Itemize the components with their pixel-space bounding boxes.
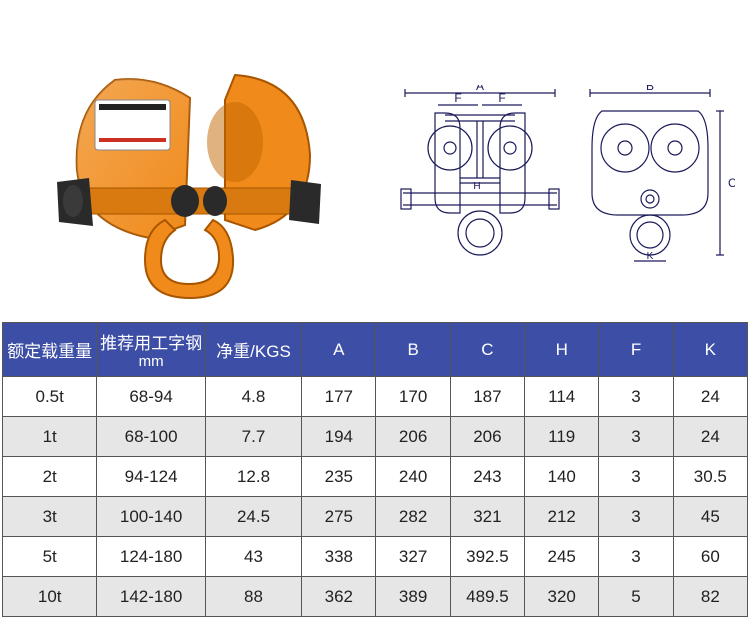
cell: 7.7: [205, 417, 301, 457]
cell: 3: [599, 377, 673, 417]
table-row: 1t 68-100 7.7 194 206 206 119 3 24: [3, 417, 748, 457]
table-row: 2t 94-124 12.8 235 240 243 140 3 30.5: [3, 457, 748, 497]
col-header-weight: 净重/KGS: [205, 323, 301, 377]
cell: 24: [673, 377, 747, 417]
cell: 321: [450, 497, 524, 537]
dim-label-a: A: [476, 85, 484, 93]
cell: 362: [302, 577, 376, 617]
col-header-ibeam: 推荐用工字钢mm: [97, 323, 205, 377]
col-header-h: H: [525, 323, 599, 377]
dim-label-k: K: [647, 251, 654, 262]
dim-label-f2: F: [498, 91, 505, 105]
cell: 88: [205, 577, 301, 617]
cell: 0.5t: [3, 377, 97, 417]
cell: 124-180: [97, 537, 205, 577]
dim-label-h: H: [473, 181, 480, 192]
cell: 3: [599, 457, 673, 497]
cell: 212: [525, 497, 599, 537]
table-row: 0.5t 68-94 4.8 177 170 187 114 3 24: [3, 377, 748, 417]
dim-label-c: C: [728, 176, 735, 190]
table-row: 10t 142-180 88 362 389 489.5 320 5 82: [3, 577, 748, 617]
cell: 43: [205, 537, 301, 577]
col-header-a: A: [302, 323, 376, 377]
col-header-capacity: 额定载重量: [3, 323, 97, 377]
cell: 327: [376, 537, 450, 577]
table-body: 0.5t 68-94 4.8 177 170 187 114 3 24 1t 6…: [3, 377, 748, 617]
cell: 3t: [3, 497, 97, 537]
cell: 5: [599, 577, 673, 617]
cell: 338: [302, 537, 376, 577]
cell: 206: [450, 417, 524, 457]
cell: 4.8: [205, 377, 301, 417]
cell: 10t: [3, 577, 97, 617]
cell: 392.5: [450, 537, 524, 577]
cell: 275: [302, 497, 376, 537]
cell: 2t: [3, 457, 97, 497]
table-row: 3t 100-140 24.5 275 282 321 212 3 45: [3, 497, 748, 537]
cell: 60: [673, 537, 747, 577]
figure-area: A F F: [0, 0, 750, 310]
dim-label-b: B: [646, 85, 654, 93]
cell: 194: [302, 417, 376, 457]
cell: 100-140: [97, 497, 205, 537]
cell: 68-94: [97, 377, 205, 417]
col-header-f: F: [599, 323, 673, 377]
cell: 5t: [3, 537, 97, 577]
cell: 240: [376, 457, 450, 497]
cell: 30.5: [673, 457, 747, 497]
cell: 140: [525, 457, 599, 497]
cell: 94-124: [97, 457, 205, 497]
technical-diagrams: A F F: [395, 85, 735, 265]
cell: 12.8: [205, 457, 301, 497]
cell: 187: [450, 377, 524, 417]
cell: 142-180: [97, 577, 205, 617]
cell: 1t: [3, 417, 97, 457]
cell: 24.5: [205, 497, 301, 537]
cell: 3: [599, 417, 673, 457]
product-illustration: [55, 70, 335, 310]
cell: 82: [673, 577, 747, 617]
cell: 3: [599, 497, 673, 537]
cell: 206: [376, 417, 450, 457]
cell: 243: [450, 457, 524, 497]
cell: 389: [376, 577, 450, 617]
cell: 177: [302, 377, 376, 417]
dim-label-f1: F: [454, 91, 461, 105]
cell: 320: [525, 577, 599, 617]
cell: 282: [376, 497, 450, 537]
table-row: 5t 124-180 43 338 327 392.5 245 3 60: [3, 537, 748, 577]
cell: 68-100: [97, 417, 205, 457]
cell: 170: [376, 377, 450, 417]
cell: 245: [525, 537, 599, 577]
cell: 235: [302, 457, 376, 497]
table-header-row: 额定载重量 推荐用工字钢mm 净重/KGS A B C H F K: [3, 323, 748, 377]
col-header-c: C: [450, 323, 524, 377]
col-header-b: B: [376, 323, 450, 377]
cell: 114: [525, 377, 599, 417]
cell: 3: [599, 537, 673, 577]
col-header-k: K: [673, 323, 747, 377]
cell: 45: [673, 497, 747, 537]
cell: 119: [525, 417, 599, 457]
specification-table: 额定载重量 推荐用工字钢mm 净重/KGS A B C H F K 0.5t 6…: [2, 322, 748, 617]
cell: 489.5: [450, 577, 524, 617]
cell: 24: [673, 417, 747, 457]
